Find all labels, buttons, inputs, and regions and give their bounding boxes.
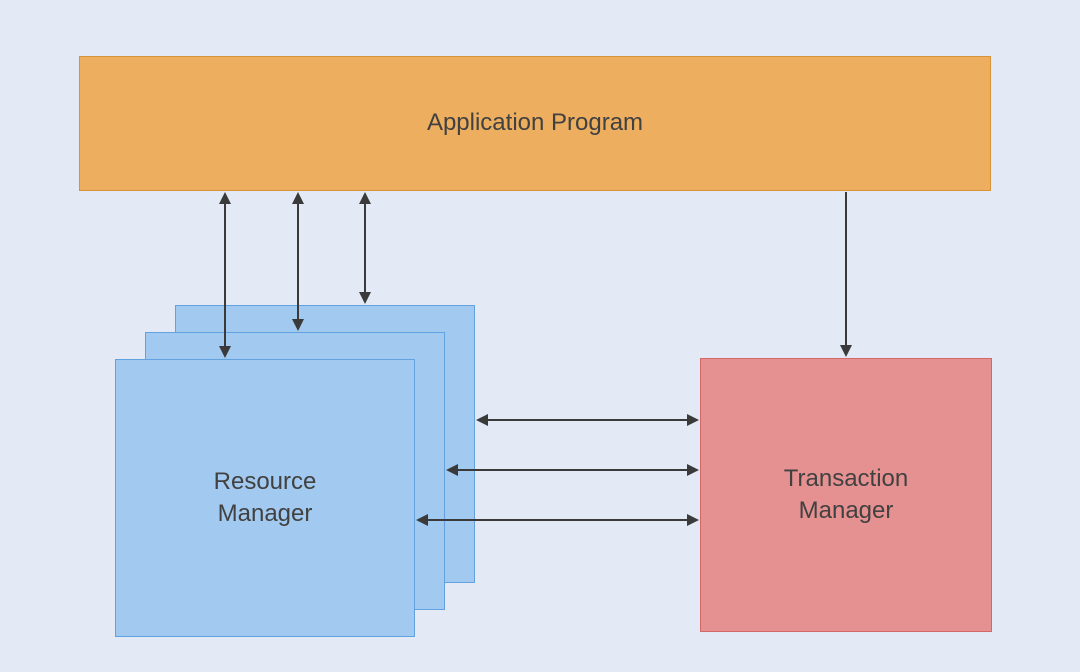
node-application-program: Application Program bbox=[79, 56, 991, 191]
node-transaction-manager: Transaction Manager bbox=[700, 358, 992, 632]
node-label: Transaction Manager bbox=[784, 463, 909, 528]
diagram-canvas: Application Program Resource Manager Tra… bbox=[0, 0, 1080, 672]
node-label: Resource Manager bbox=[214, 466, 317, 531]
node-label: Application Program bbox=[427, 107, 643, 139]
node-resource-manager-front: Resource Manager bbox=[115, 359, 415, 637]
